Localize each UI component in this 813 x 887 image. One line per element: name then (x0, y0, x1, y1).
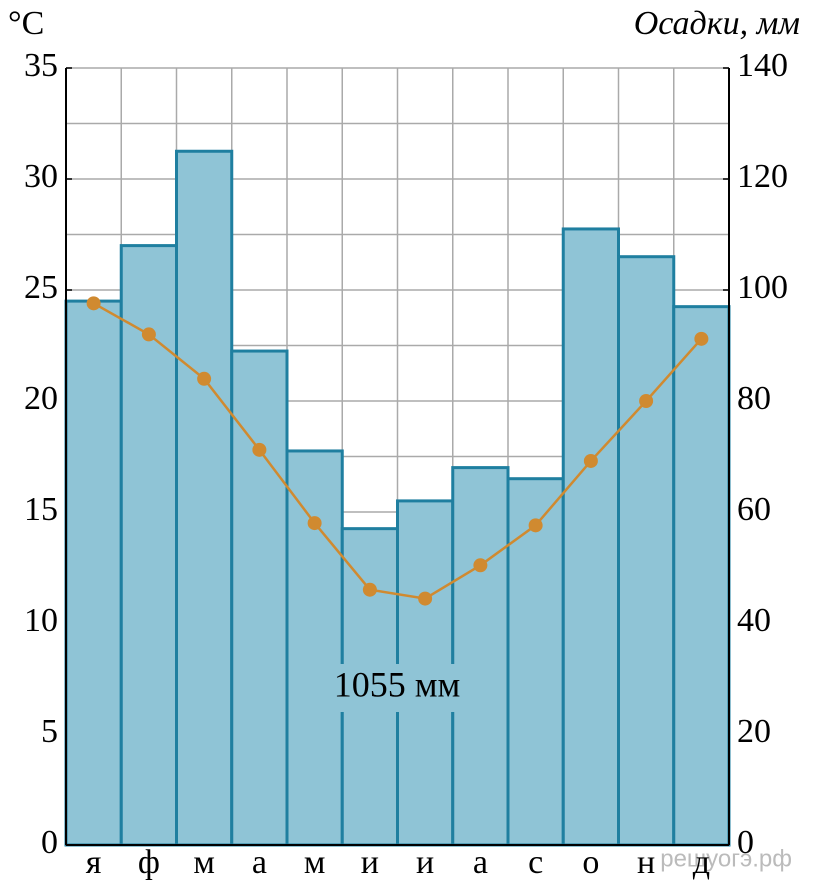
y2-axis-label: Осадки, мм (634, 5, 800, 42)
y2-tick-label: 100 (737, 269, 788, 306)
watermark: решуогэ.рф (660, 845, 792, 872)
annotation-box (322, 664, 472, 712)
temperature-point (197, 371, 212, 386)
y-tick-label: 25 (24, 269, 58, 306)
y-tick-label: 5 (41, 713, 58, 750)
temperature-point (307, 516, 322, 531)
x-tick-label: м (193, 844, 215, 881)
y-tick-label: 15 (24, 491, 58, 528)
x-tick-label: ф (138, 844, 160, 881)
temperature-point (252, 442, 267, 457)
x-tick-label: м (304, 844, 326, 881)
bar (230, 349, 289, 847)
bar (672, 305, 731, 847)
bar (506, 477, 565, 847)
bar (561, 227, 620, 847)
bar (285, 449, 344, 847)
annotation: 1055 мм (334, 664, 461, 704)
temperature-point (583, 453, 598, 468)
x-tick-label: а (473, 844, 488, 881)
temperature-point (639, 394, 654, 408)
x-tick-label: с (528, 844, 543, 881)
y-tick-label: 0 (41, 824, 58, 861)
y-tick-label: 35 (24, 47, 58, 84)
temperature-point (528, 518, 543, 533)
bar (451, 466, 510, 847)
x-tick-label: и (416, 844, 434, 881)
x-tick-label: н (637, 844, 655, 881)
y2-tick-label: 140 (737, 47, 788, 84)
temperature-line (93, 302, 703, 600)
y-tick-label: 30 (24, 158, 58, 195)
y2-tick-label: 40 (737, 602, 771, 639)
temperature-point (473, 558, 488, 573)
x-tick-label: д (693, 844, 710, 881)
bar (64, 299, 123, 847)
y2-tick-label: 80 (737, 380, 771, 417)
y2-tick-label: 120 (737, 158, 788, 195)
bar (617, 255, 676, 847)
temperature-point (418, 591, 433, 606)
temperature-point (141, 327, 156, 342)
y-tick-label: 10 (24, 602, 58, 639)
y-axis-label: °C (8, 5, 44, 42)
x-tick-label: я (86, 844, 102, 881)
temperature-point (86, 296, 101, 311)
y2-tick-label: 20 (737, 713, 771, 750)
bar (175, 149, 234, 847)
x-tick-label: а (252, 844, 267, 881)
x-tick-label: и (361, 844, 379, 881)
y2-tick-label: 0 (737, 824, 754, 861)
y2-tick-label: 60 (737, 491, 771, 528)
x-tick-label: о (582, 844, 599, 881)
temperature-point (694, 331, 709, 346)
temperature-point (362, 582, 377, 597)
y-tick-label: 20 (24, 380, 58, 417)
